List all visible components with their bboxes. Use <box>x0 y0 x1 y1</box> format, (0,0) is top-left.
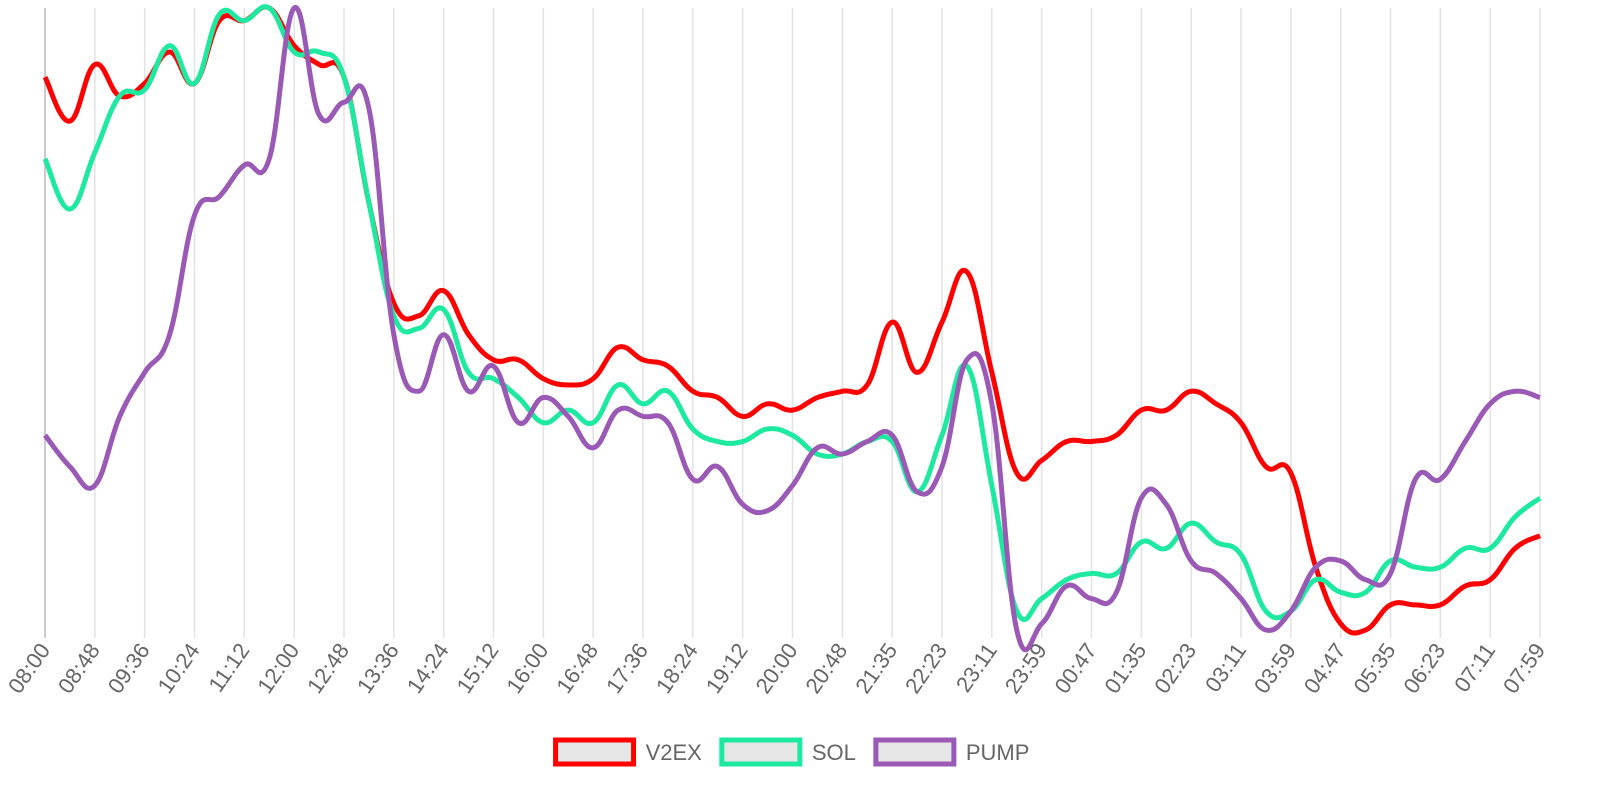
x-tick-label: 17:36 <box>601 639 653 698</box>
series-line <box>42 4 1542 636</box>
x-tick-label: 22:23 <box>900 639 952 698</box>
x-tick-label: 07:11 <box>1449 639 1500 697</box>
series-line <box>43 5 1541 653</box>
legend-swatch <box>873 737 957 767</box>
x-tick-label: 12:00 <box>252 639 304 698</box>
legend-swatch <box>719 737 803 767</box>
x-tick-label: 23:11 <box>951 639 1002 697</box>
x-tick-label: 10:24 <box>153 639 205 698</box>
series-line <box>42 4 1542 622</box>
x-tick-label: 20:48 <box>800 639 852 698</box>
legend-label: PUMP <box>966 740 1030 765</box>
x-tick-label: 09:36 <box>103 639 155 698</box>
x-tick-label: 16:00 <box>501 639 553 698</box>
x-tick-label: 02:23 <box>1149 639 1201 698</box>
x-tick-label: 08:00 <box>3 639 55 698</box>
x-tick-label: 16:48 <box>551 639 603 698</box>
x-tick-label: 12:48 <box>302 639 354 698</box>
x-tick-label: 18:24 <box>651 639 703 698</box>
x-tick-label: 19:12 <box>701 639 753 698</box>
x-tick-label: 11:12 <box>203 639 254 697</box>
x-tick-label: 20:00 <box>751 639 803 698</box>
x-tick-label: 15:12 <box>452 639 504 698</box>
x-tick-label: 14:24 <box>402 639 454 698</box>
legend-label: V2EX <box>646 740 703 765</box>
legend-label: SOL <box>812 740 856 765</box>
legend-swatch <box>553 737 637 767</box>
x-tick-label: 03:59 <box>1249 639 1301 698</box>
x-tick-label: 00:47 <box>1050 639 1102 698</box>
x-tick-label: 01:35 <box>1099 639 1151 698</box>
x-tick-label: 04:47 <box>1299 639 1351 698</box>
x-tick-label: 03:11 <box>1200 639 1251 697</box>
x-tick-label: 13:36 <box>352 639 404 698</box>
x-tick-label: 05:35 <box>1349 639 1401 698</box>
x-tick-label: 21:35 <box>850 639 902 698</box>
x-tick-label: 06:23 <box>1398 639 1450 698</box>
x-tick-label: 07:59 <box>1498 639 1550 698</box>
x-tick-label: 08:48 <box>53 639 105 698</box>
